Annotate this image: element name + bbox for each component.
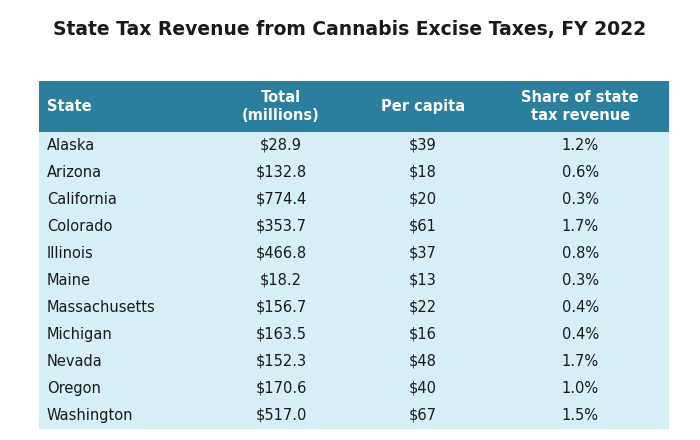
Text: Share of state
tax revenue: Share of state tax revenue (522, 90, 639, 123)
Text: $170.6: $170.6 (256, 381, 307, 396)
Text: 0.6%: 0.6% (561, 165, 599, 180)
Text: Massachusetts: Massachusetts (47, 300, 155, 315)
Text: Washington: Washington (47, 408, 134, 423)
Text: 0.3%: 0.3% (562, 273, 598, 288)
Text: $18: $18 (409, 165, 437, 180)
Text: $18.2: $18.2 (260, 273, 302, 288)
Text: Nevada: Nevada (47, 354, 103, 369)
Text: $152.3: $152.3 (256, 354, 307, 369)
Text: Per capita: Per capita (381, 99, 465, 114)
Text: 1.7%: 1.7% (561, 354, 599, 369)
Text: 1.2%: 1.2% (561, 138, 599, 153)
Text: Maine: Maine (47, 273, 91, 288)
Text: $13: $13 (409, 273, 437, 288)
Text: $37: $37 (409, 246, 437, 261)
Text: 1.0%: 1.0% (561, 381, 599, 396)
Text: State Tax Revenue from Cannabis Excise Taxes, FY 2022: State Tax Revenue from Cannabis Excise T… (53, 20, 647, 39)
Text: Michigan: Michigan (47, 327, 113, 342)
Text: State: State (47, 99, 92, 114)
Text: 0.4%: 0.4% (561, 327, 599, 342)
Text: $39: $39 (409, 138, 437, 153)
Text: Illinois: Illinois (47, 246, 94, 261)
Text: 0.4%: 0.4% (561, 300, 599, 315)
Text: $132.8: $132.8 (256, 165, 307, 180)
Text: $48: $48 (409, 354, 437, 369)
Text: $163.5: $163.5 (256, 327, 307, 342)
Text: $67: $67 (409, 408, 437, 423)
Text: Alaska: Alaska (47, 138, 95, 153)
Text: $16: $16 (409, 327, 437, 342)
Text: Total
(millions): Total (millions) (242, 90, 320, 123)
Text: $28.9: $28.9 (260, 138, 302, 153)
Text: Arizona: Arizona (47, 165, 102, 180)
Text: $517.0: $517.0 (256, 408, 307, 423)
Text: Oregon: Oregon (47, 381, 101, 396)
Text: $353.7: $353.7 (256, 219, 307, 234)
Text: $774.4: $774.4 (256, 192, 307, 207)
Text: Colorado: Colorado (47, 219, 112, 234)
Text: $61: $61 (409, 219, 437, 234)
Text: 0.3%: 0.3% (562, 192, 598, 207)
Text: $156.7: $156.7 (256, 300, 307, 315)
Text: $20: $20 (409, 192, 437, 207)
Text: 1.5%: 1.5% (562, 408, 598, 423)
Text: $40: $40 (409, 381, 437, 396)
Text: $22: $22 (409, 300, 437, 315)
Text: 0.8%: 0.8% (561, 246, 599, 261)
Text: 1.7%: 1.7% (561, 219, 599, 234)
Text: California: California (47, 192, 117, 207)
Text: $466.8: $466.8 (256, 246, 307, 261)
